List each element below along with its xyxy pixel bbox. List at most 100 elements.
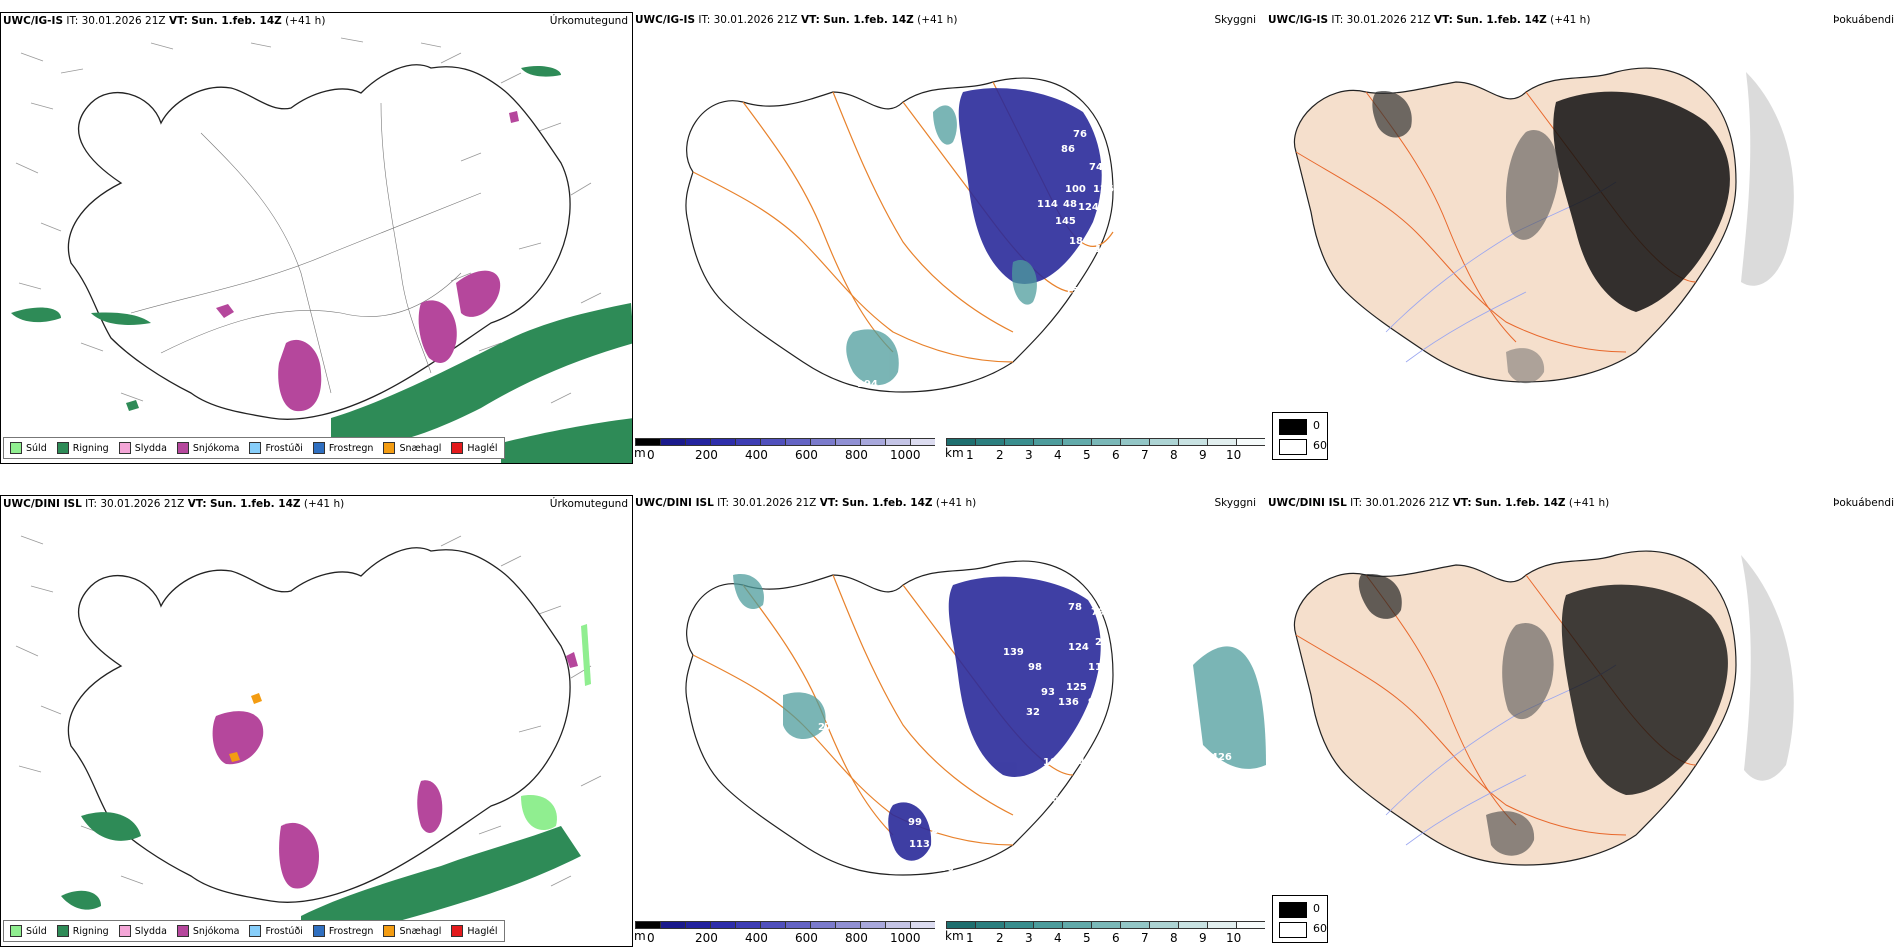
init-time: IT: 30.01.2026 21Z bbox=[66, 15, 166, 27]
colorbar-tick: 1 bbox=[966, 448, 974, 462]
precip-panel-bottom: UWC/DINI ISL IT: 30.01.2026 21Z VT: Sun.… bbox=[0, 495, 633, 947]
ceiling-number: 186 bbox=[1069, 236, 1090, 247]
colorbar-cell bbox=[975, 921, 1004, 929]
legend-label: Frostúði bbox=[265, 925, 303, 937]
fog-key-black bbox=[1279, 419, 1307, 435]
ceiling-number: 93 bbox=[1041, 687, 1055, 698]
legend-swatch bbox=[249, 442, 262, 454]
visibility-title: Skyggni bbox=[1214, 14, 1257, 26]
visibility-panel-top: UWC/IG-IS IT: 30.01.2026 21Z VT: Sun. 1.… bbox=[633, 12, 1266, 464]
lead-time: (+41 h) bbox=[917, 14, 958, 26]
visibility-title: Skyggni bbox=[1214, 497, 1257, 509]
model-name: UWC/DINI ISL bbox=[1268, 497, 1347, 509]
valid-label: VT: bbox=[168, 15, 188, 27]
drizzle-areas bbox=[521, 624, 591, 831]
fog-map bbox=[1293, 550, 1794, 866]
ceiling-number: 91 bbox=[1088, 697, 1102, 708]
colorbar-tick: 7 bbox=[1141, 931, 1149, 945]
colorbar-cell bbox=[885, 921, 910, 929]
legend-item: Frostregn bbox=[312, 442, 374, 454]
precip-title: Úrkomutegund bbox=[549, 15, 628, 27]
legend-label: Snjókoma bbox=[192, 442, 240, 454]
precip-legend: Súld Rigning Slydda Snjókoma Frostúði Fr… bbox=[3, 437, 505, 459]
legend-item: Frostúði bbox=[249, 925, 303, 937]
rain-areas bbox=[11, 65, 632, 463]
colorbar-cell bbox=[1178, 438, 1207, 446]
ceiling-number: 08 bbox=[1111, 637, 1125, 648]
ceiling-numbers: 78 79 72 77 124 22 08 86 139 98 111 125 … bbox=[818, 602, 1232, 874]
colorbar-cell bbox=[1004, 438, 1033, 446]
legend-swatch bbox=[451, 442, 464, 454]
visibility-areas bbox=[733, 574, 1266, 769]
colorbar-cell bbox=[785, 438, 810, 446]
visibility-areas bbox=[846, 105, 1037, 386]
panel-header: UWC/IG-IS IT: 30.01.2026 21Z VT: Sun. 1.… bbox=[635, 14, 957, 26]
fog-panel-top: UWC/IG-IS IT: 30.01.2026 21Z VT: Sun. 1.… bbox=[1266, 12, 1900, 464]
colorbar-cell bbox=[660, 921, 685, 929]
iceland-outline bbox=[67, 547, 571, 903]
colorbar-cell bbox=[910, 921, 935, 929]
colorbar-tick: 0 bbox=[647, 448, 655, 462]
ceiling-number: 99 bbox=[908, 817, 922, 828]
ceiling-number: 107 bbox=[1043, 757, 1064, 768]
colorbar-tick: 400 bbox=[745, 448, 768, 462]
ceiling-number: 89 bbox=[1118, 186, 1132, 197]
colorbar-cell bbox=[735, 438, 760, 446]
legend-label: Slydda bbox=[134, 925, 167, 937]
ceiling-number: 94 bbox=[1071, 757, 1085, 768]
ceiling-number: 79 bbox=[1091, 607, 1105, 618]
legend-label: Frostregn bbox=[328, 442, 374, 454]
ceiling-number: 113 bbox=[909, 839, 930, 850]
colorbar-cell bbox=[835, 921, 860, 929]
visibility-unit: km bbox=[945, 446, 964, 460]
legend-swatch bbox=[383, 925, 396, 937]
visibility-panel-bottom: UWC/DINI ISL IT: 30.01.2026 21Z VT: Sun.… bbox=[633, 495, 1266, 947]
ceiling-number: 72 bbox=[1113, 612, 1127, 623]
ceiling-number: 74 bbox=[1089, 162, 1103, 173]
legend-label: Haglél bbox=[467, 925, 498, 937]
valid-time: Sun. 1.feb. 14Z bbox=[191, 15, 282, 27]
colorbar-cell bbox=[635, 438, 660, 446]
wind-barbs bbox=[15, 37, 602, 404]
colorbar-tick: 10 bbox=[1226, 931, 1242, 945]
ceiling-number: 126 bbox=[1095, 244, 1116, 255]
colorbar-cell bbox=[1120, 921, 1149, 929]
ceiling-number: 316 bbox=[1038, 794, 1059, 805]
panel-header: UWC/IG-IS IT: 30.01.2026 21Z VT: Sun. 1.… bbox=[1268, 14, 1590, 26]
legend-label: Snæhagl bbox=[399, 925, 442, 937]
colorbar-cell bbox=[1236, 921, 1265, 929]
legend-label: Rigning bbox=[72, 925, 109, 937]
colorbar-cell bbox=[710, 438, 735, 446]
colorbar-cell bbox=[735, 921, 760, 929]
ceiling-number: 22 bbox=[881, 407, 895, 418]
valid-label: VT: bbox=[800, 14, 820, 26]
colorbar-tick: 600 bbox=[795, 448, 818, 462]
colorbar-cell bbox=[946, 438, 975, 446]
model-name: UWC/DINI ISL bbox=[635, 497, 714, 509]
colorbar-tick: 1 bbox=[966, 931, 974, 945]
valid-time: Sun. 1.feb. 14Z bbox=[1474, 497, 1566, 509]
legend-swatch bbox=[451, 925, 464, 937]
panel-header: UWC/DINI ISL IT: 30.01.2026 21Z VT: Sun.… bbox=[1268, 497, 1609, 509]
low-cloud-areas bbox=[958, 88, 1102, 284]
legend-label: Súld bbox=[26, 442, 47, 454]
fog-key-black-value: 0 bbox=[1313, 419, 1320, 432]
colorbar-tick: 6 bbox=[1112, 931, 1120, 945]
colorbar-cell bbox=[1178, 921, 1207, 929]
init-time: IT: 30.01.2026 21Z bbox=[85, 498, 185, 510]
legend-swatch bbox=[249, 925, 262, 937]
valid-label: VT: bbox=[819, 497, 839, 509]
colorbar-tick: 5 bbox=[1083, 931, 1091, 945]
colorbar-cell bbox=[660, 438, 685, 446]
ceiling-number: 151 bbox=[1065, 286, 1086, 297]
legend-swatch bbox=[10, 442, 22, 454]
fog-areas bbox=[1372, 72, 1794, 384]
colorbar-cell bbox=[1091, 921, 1120, 929]
legend-swatch bbox=[10, 925, 22, 937]
ceiling-number: 45 bbox=[1119, 164, 1133, 175]
ceiling-number: 86 bbox=[1138, 647, 1152, 658]
model-name: UWC/IG-IS bbox=[3, 15, 64, 27]
colorbar-cell bbox=[860, 438, 885, 446]
ceiling-number: 78 bbox=[1068, 602, 1082, 613]
colorbar-tick: 3 bbox=[1025, 931, 1033, 945]
